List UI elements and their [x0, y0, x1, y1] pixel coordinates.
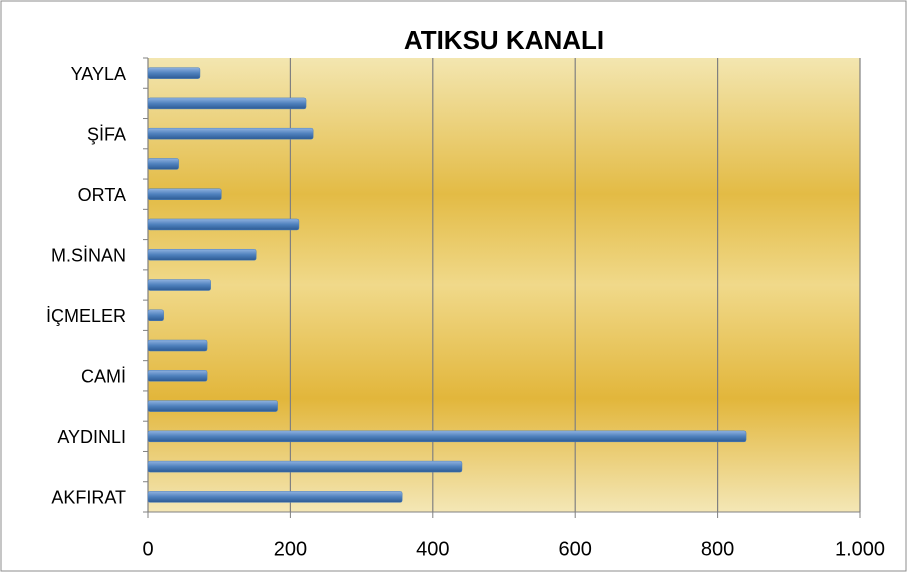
- plot-area: [148, 58, 860, 512]
- bar: [147, 430, 747, 443]
- bar: [147, 370, 208, 382]
- bar: [147, 158, 179, 170]
- bar: [147, 460, 463, 473]
- y-tick-label: ORTA: [78, 185, 126, 205]
- y-tick-label: AYDINLI: [57, 427, 126, 447]
- y-tick-label: ŞİFA: [87, 124, 126, 144]
- bar: [147, 309, 164, 322]
- chart-title: ATIKSU KANALI: [404, 25, 604, 55]
- bar: [147, 491, 403, 503]
- x-tick-label: 400: [416, 538, 449, 560]
- x-tick-label: 1.000: [835, 538, 885, 560]
- y-tick-label: AKFIRAT: [51, 488, 126, 508]
- y-tick-label: CAMİ: [81, 367, 126, 387]
- bar: [147, 127, 314, 140]
- bar: [147, 400, 278, 412]
- bar: [147, 188, 222, 200]
- y-tick-label: M.SİNAN: [51, 245, 126, 265]
- x-tick-label: 200: [274, 538, 307, 560]
- x-tick-label: 0: [142, 538, 153, 560]
- bar: [147, 339, 208, 352]
- bar: [147, 218, 300, 231]
- x-tick-label: 800: [701, 538, 734, 560]
- y-tick-label: YAYLA: [71, 64, 126, 84]
- x-tick-label: 600: [559, 538, 592, 560]
- bar: [147, 279, 211, 291]
- bar: [147, 248, 257, 261]
- bar: [147, 97, 307, 110]
- bar: [147, 67, 201, 79]
- y-tick-label: İÇMELER: [46, 306, 126, 326]
